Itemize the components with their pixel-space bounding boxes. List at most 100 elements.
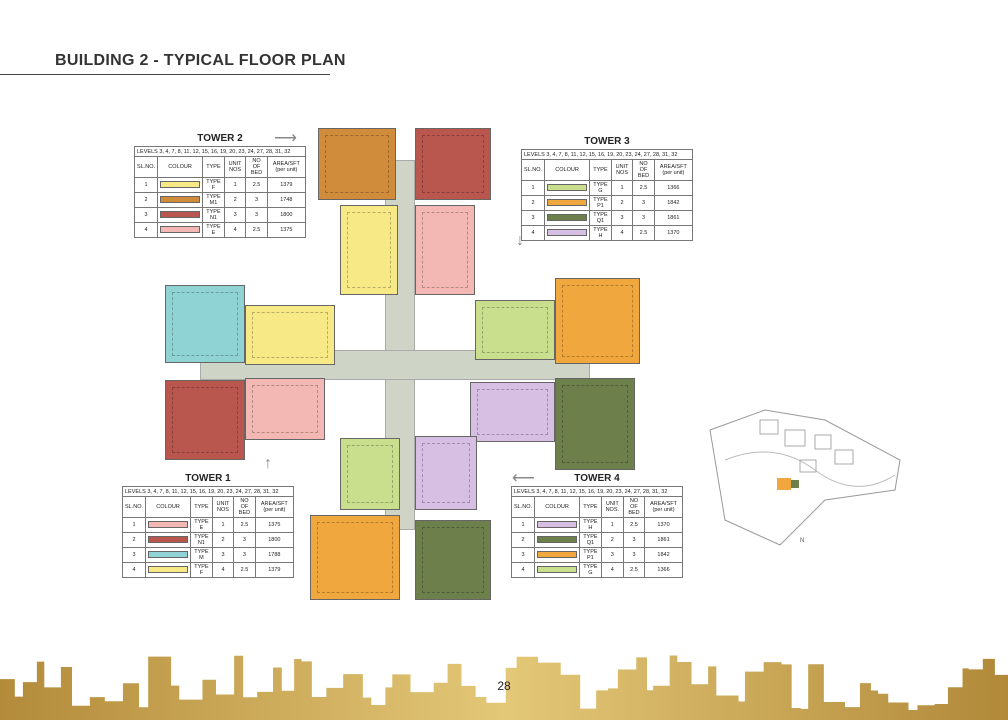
no-of-bed: 3 — [245, 207, 268, 223]
colour-swatch — [537, 520, 578, 528]
colour-cell — [534, 562, 581, 578]
colour-swatch — [547, 198, 588, 206]
header-units: UNIT NOS — [610, 159, 634, 181]
page-number: 28 — [497, 679, 511, 693]
unit-nos: 3 — [600, 547, 624, 563]
unit-nos: 1 — [223, 177, 247, 193]
unit-nos: 1 — [600, 517, 624, 533]
type: TYPE P1 — [579, 547, 602, 563]
unit-type-e-tower1 — [245, 378, 325, 440]
site-map: N — [709, 409, 901, 546]
sl-no: 4 — [520, 225, 546, 241]
sl-no: 1 — [121, 517, 147, 533]
levels: LEVELS 3, 4, 7, 8, 11, 12, 15, 16, 19, 2… — [122, 486, 294, 497]
colour-cell — [157, 177, 204, 193]
colour-cell — [157, 192, 204, 208]
type: TYPE N1 — [190, 532, 213, 548]
table-row: 2 TYPE M1 2 3 1748 — [133, 192, 307, 208]
arrow-left-icon: ⟵ — [512, 470, 535, 487]
arrow-right-icon: ⟶ — [274, 130, 297, 147]
colour-cell — [145, 532, 192, 548]
colour-swatch — [537, 550, 578, 558]
table-row: 2 TYPE P1 2 3 1842 — [520, 195, 694, 211]
header-units: UNIT NOS. — [600, 496, 624, 518]
table-row: 4 TYPE G 4 2.5 1366 — [510, 562, 683, 578]
header-sl: SL.NO. — [121, 496, 147, 518]
area: 1861 — [644, 532, 683, 548]
header-area: AREA/SFT (per unit) — [266, 156, 307, 178]
colour-cell — [157, 222, 204, 238]
unit-table: LEVELS 3, 4, 7, 8, 11, 12, 15, 16, 19, 2… — [520, 149, 694, 241]
levels: LEVELS 3, 4, 7, 8, 11, 12, 15, 16, 19, 2… — [521, 149, 693, 160]
no-of-bed: 3 — [245, 192, 268, 208]
unit-nos: 2 — [600, 532, 624, 548]
no-of-bed: 2.5 — [622, 562, 646, 578]
header-area: AREA/SFT (per unit) — [653, 159, 694, 181]
area: 1861 — [653, 210, 694, 226]
colour-swatch — [537, 535, 578, 543]
header-bed: NO OF BED — [233, 496, 256, 518]
colour-cell — [534, 547, 581, 563]
levels: LEVELS 3, 4, 7, 8, 11, 12, 15, 16, 19, 2… — [134, 146, 306, 157]
type: TYPE G — [579, 562, 602, 578]
colour-cell — [145, 547, 192, 563]
table-row: 1 TYPE H 1 2.5 1370 — [510, 517, 683, 533]
unit-type-n1-tower2 — [415, 128, 491, 200]
area: 1748 — [266, 192, 307, 208]
unit-type-g-tower4 — [340, 438, 400, 510]
tower-name: TOWER 2 — [197, 133, 243, 144]
unit-type-m-tower1 — [165, 285, 245, 363]
colour-cell — [534, 532, 581, 548]
unit-nos: 2 — [223, 192, 247, 208]
tower-name: TOWER 1 — [185, 473, 231, 484]
colour-swatch — [537, 565, 578, 573]
sl-no: 3 — [520, 210, 546, 226]
colour-cell — [544, 225, 591, 241]
unit-nos: 3 — [211, 547, 235, 563]
colour-swatch — [160, 225, 201, 233]
colour-cell — [157, 207, 204, 223]
unit-nos: 3 — [223, 207, 247, 223]
colour-cell — [544, 195, 591, 211]
unit-nos: 4 — [223, 222, 247, 238]
header-type: TYPE — [589, 159, 612, 181]
area: 1370 — [644, 517, 683, 533]
type: TYPE E — [190, 517, 213, 533]
unit-nos: 1 — [610, 180, 634, 196]
sl-no: 1 — [133, 177, 159, 193]
table-row: 2 TYPE N1 2 3 1800 — [121, 532, 295, 548]
sl-no: 3 — [121, 547, 147, 563]
header-colour: COLOUR — [157, 156, 204, 178]
colour-swatch — [148, 565, 189, 573]
colour-cell — [544, 180, 591, 196]
sl-no: 3 — [510, 547, 536, 563]
unit-type-e-tower2 — [415, 205, 475, 295]
sl-no: 2 — [510, 532, 536, 548]
no-of-bed: 3 — [233, 532, 256, 548]
unit-nos: 2 — [211, 532, 235, 548]
sl-no: 4 — [121, 562, 147, 578]
type: TYPE M1 — [202, 192, 225, 208]
unit-table: LEVELS 3, 4, 7, 8, 11, 12, 15, 16, 19, 2… — [510, 486, 683, 578]
header-colour: COLOUR — [145, 496, 192, 518]
table-row: 3 TYPE M 3 3 1788 — [121, 547, 295, 563]
table-row: 3 TYPE N1 3 3 1800 — [133, 207, 307, 223]
no-of-bed: 3 — [233, 547, 256, 563]
type: TYPE N1 — [202, 207, 225, 223]
no-of-bed: 2.5 — [233, 517, 256, 533]
arrow-down-icon: ↓ — [516, 232, 524, 249]
colour-swatch — [160, 210, 201, 218]
header-sl: SL.NO. — [133, 156, 159, 178]
header-bed: NO OF BED — [245, 156, 268, 178]
no-of-bed: 2.5 — [632, 180, 655, 196]
type: TYPE F — [202, 177, 225, 193]
type: TYPE G — [589, 180, 612, 196]
table-row: 2 TYPE Q1 2 3 1861 — [510, 532, 683, 548]
colour-swatch — [547, 183, 588, 191]
type: TYPE E — [202, 222, 225, 238]
colour-cell — [145, 562, 192, 578]
header-type: TYPE — [202, 156, 225, 178]
area: 1379 — [266, 177, 307, 193]
area: 1800 — [254, 532, 295, 548]
tower-2-table: TOWER 2 LEVELS 3, 4, 7, 8, 11, 12, 15, 1… — [133, 133, 307, 238]
